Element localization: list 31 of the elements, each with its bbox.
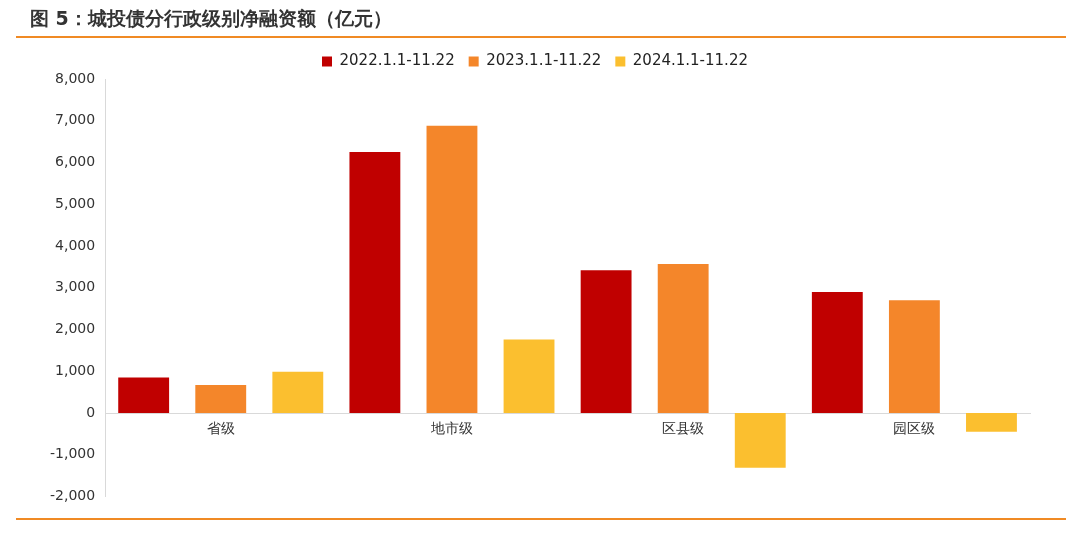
y-tick-label: 6,000	[55, 153, 96, 170]
y-tick-label: 4,000	[55, 236, 96, 253]
bar	[503, 339, 555, 414]
x-tick-label: 地市级	[429, 420, 473, 437]
y-tick-label: 1,000	[55, 361, 96, 378]
bar	[426, 125, 478, 414]
x-tick-label: 省级	[206, 420, 235, 437]
y-tick-label: 3,000	[55, 278, 96, 295]
bar	[734, 413, 786, 468]
y-tick-label: 0	[86, 403, 96, 420]
bar	[195, 385, 247, 414]
bar	[657, 264, 709, 414]
bar	[580, 270, 632, 414]
legend-label: 2022.1.1-11.22	[339, 51, 455, 70]
y-tick-label: 5,000	[55, 194, 96, 211]
y-tick-label: 2,000	[55, 320, 96, 337]
legend-label: 2024.1.1-11.22	[632, 51, 748, 70]
bar	[349, 152, 401, 414]
bar	[888, 300, 940, 414]
y-tick-label: 7,000	[55, 111, 96, 128]
y-tick-label: 8,000	[55, 69, 96, 86]
bar	[118, 377, 170, 414]
legend-label: 2023.1.1-11.22	[486, 51, 602, 70]
bar	[272, 371, 324, 414]
x-tick-label: 区县级	[662, 420, 705, 437]
bar	[811, 291, 863, 414]
y-tick-label: -1,000	[49, 445, 96, 462]
bar	[966, 413, 1017, 432]
chart-title: 图 5：城投债分行政级别净融资额（亿元）	[30, 6, 392, 31]
x-tick-label: 园区级	[893, 420, 936, 437]
y-tick-label: -2,000	[49, 487, 96, 504]
